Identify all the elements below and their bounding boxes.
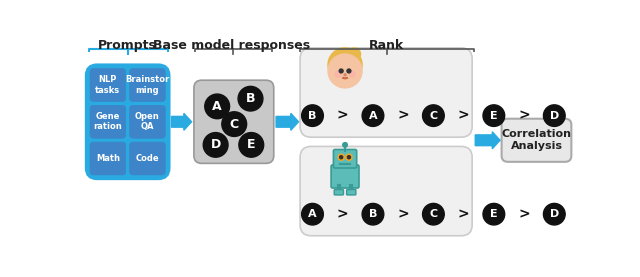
- Text: C: C: [230, 118, 239, 130]
- Circle shape: [483, 105, 505, 126]
- Text: C: C: [429, 209, 438, 219]
- FancyBboxPatch shape: [129, 69, 165, 101]
- Text: Rank: Rank: [369, 39, 404, 52]
- Text: A: A: [369, 111, 377, 120]
- Text: Code: Code: [136, 154, 159, 163]
- FancyBboxPatch shape: [502, 119, 572, 162]
- Text: B: B: [246, 92, 255, 105]
- FancyBboxPatch shape: [334, 189, 344, 195]
- FancyArrow shape: [276, 113, 298, 130]
- Circle shape: [422, 105, 444, 126]
- Circle shape: [343, 143, 348, 147]
- Circle shape: [344, 74, 346, 76]
- Text: A: A: [308, 209, 317, 219]
- Circle shape: [328, 48, 362, 82]
- FancyBboxPatch shape: [347, 189, 356, 195]
- Text: >: >: [397, 109, 409, 123]
- Circle shape: [483, 203, 505, 225]
- Text: Base model responses: Base model responses: [154, 39, 310, 52]
- Text: Correlation
Analysis: Correlation Analysis: [502, 129, 572, 151]
- Circle shape: [348, 48, 360, 60]
- Text: D: D: [550, 111, 559, 120]
- FancyArrow shape: [172, 113, 191, 130]
- FancyBboxPatch shape: [90, 105, 125, 138]
- Text: >: >: [397, 207, 409, 221]
- Text: E: E: [247, 138, 255, 152]
- Text: A: A: [212, 100, 222, 113]
- Text: >: >: [337, 207, 349, 221]
- Text: >: >: [518, 207, 530, 221]
- Text: NLP
tasks: NLP tasks: [95, 75, 120, 95]
- Text: Gene
ration: Gene ration: [93, 112, 122, 132]
- Circle shape: [301, 203, 323, 225]
- Text: C: C: [429, 111, 438, 120]
- Circle shape: [543, 203, 565, 225]
- FancyArrow shape: [476, 132, 500, 149]
- Circle shape: [222, 112, 246, 136]
- Circle shape: [238, 86, 263, 111]
- Circle shape: [332, 60, 358, 86]
- Text: >: >: [337, 109, 349, 123]
- Text: Open
QA: Open QA: [135, 112, 160, 132]
- FancyBboxPatch shape: [194, 80, 274, 163]
- FancyBboxPatch shape: [300, 48, 472, 137]
- Circle shape: [362, 105, 384, 126]
- Circle shape: [328, 54, 362, 88]
- Text: Brainstor
ming: Brainstor ming: [125, 75, 170, 95]
- FancyBboxPatch shape: [333, 150, 356, 168]
- Circle shape: [335, 71, 341, 77]
- Circle shape: [204, 133, 228, 157]
- Circle shape: [346, 154, 352, 160]
- Circle shape: [543, 105, 565, 126]
- Circle shape: [340, 156, 343, 159]
- Text: E: E: [490, 111, 498, 120]
- FancyBboxPatch shape: [331, 165, 359, 188]
- Text: B: B: [369, 209, 377, 219]
- FancyBboxPatch shape: [300, 147, 472, 236]
- Text: D: D: [211, 138, 221, 152]
- Text: E: E: [490, 209, 498, 219]
- Text: B: B: [308, 111, 317, 120]
- FancyBboxPatch shape: [90, 69, 125, 101]
- Text: D: D: [550, 209, 559, 219]
- Circle shape: [301, 105, 323, 126]
- FancyBboxPatch shape: [86, 65, 169, 179]
- FancyBboxPatch shape: [129, 142, 165, 175]
- Circle shape: [339, 69, 343, 73]
- Circle shape: [338, 154, 344, 160]
- FancyBboxPatch shape: [90, 142, 125, 175]
- Text: Math: Math: [96, 154, 120, 163]
- Circle shape: [349, 71, 355, 77]
- Text: Prompts: Prompts: [98, 39, 157, 52]
- Circle shape: [239, 133, 264, 157]
- Circle shape: [348, 156, 351, 159]
- Circle shape: [362, 203, 384, 225]
- Circle shape: [347, 69, 351, 73]
- Text: >: >: [458, 109, 469, 123]
- Circle shape: [422, 203, 444, 225]
- Circle shape: [205, 94, 230, 119]
- Text: >: >: [518, 109, 530, 123]
- FancyBboxPatch shape: [129, 105, 165, 138]
- Text: >: >: [458, 207, 469, 221]
